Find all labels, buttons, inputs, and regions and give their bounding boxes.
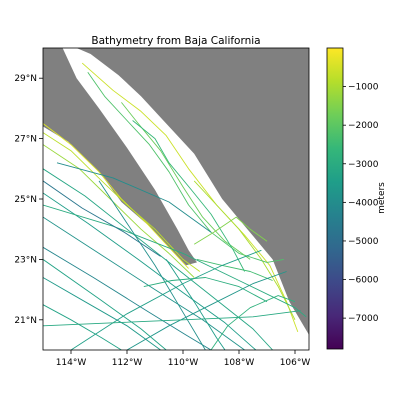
land-mainland-mexico: [76, 48, 309, 335]
map-area: [42, 47, 310, 351]
survey-track: [43, 204, 307, 318]
survey-track: [43, 168, 273, 350]
survey-track: [43, 259, 167, 350]
colorbar-tick-label: −3000: [348, 160, 379, 170]
y-tick-label: 29°N: [14, 74, 37, 84]
survey-track: [43, 180, 161, 257]
land-layer: [43, 48, 309, 335]
survey-track: [98, 180, 206, 350]
survey-track: [193, 216, 268, 245]
x-tick-label: 110°W: [168, 358, 199, 368]
colorbar-label: meters: [377, 182, 387, 214]
colorbar-tick-label: −6000: [348, 276, 379, 286]
colorbar: −1000 −2000 −3000 −4000 −5000 −6000 −7000 mete…: [326, 47, 387, 350]
survey-track: [210, 295, 296, 350]
colorbar-frame: [326, 47, 344, 350]
survey-track: [193, 180, 296, 321]
survey-track: [43, 144, 195, 278]
x-tick-label: 108°W: [224, 358, 255, 368]
colorbar-tick-label: −5000: [348, 237, 379, 247]
survey-track: [43, 192, 257, 350]
survey-track: [56, 162, 212, 233]
colorbar-tick-label: −1000: [348, 83, 379, 93]
survey-track: [165, 259, 226, 350]
survey-track: [43, 246, 212, 350]
y-tick-label: 21°N: [14, 316, 37, 326]
colorbar-ticks: −1000 −2000 −3000 −4000 −5000 −6000 −7000: [343, 83, 379, 324]
colorbar-tick-label: −2000: [348, 121, 379, 131]
colorbar-gradient: [327, 48, 343, 349]
y-tick-label: 25°N: [14, 195, 37, 205]
survey-track: [43, 310, 301, 327]
x-tick-label: 112°W: [112, 358, 143, 368]
survey-track: [81, 62, 299, 333]
y-tick-label: 23°N: [14, 255, 37, 265]
survey-track: [43, 277, 161, 350]
survey-track: [43, 123, 189, 269]
survey-track: [43, 216, 245, 350]
survey-track: [70, 249, 262, 350]
survey-tracks-layer: [43, 62, 307, 350]
survey-track: [196, 258, 273, 281]
land-baja-peninsula: [43, 48, 197, 266]
colorbar-tick-label: −4000: [348, 198, 379, 208]
x-tick-label: 114°W: [56, 358, 87, 368]
survey-track: [43, 304, 122, 350]
chart-title: Bathymetry from Baja California: [91, 35, 260, 47]
survey-track: [43, 132, 201, 272]
survey-track: [126, 271, 287, 350]
y-tick-label: 27°N: [14, 135, 37, 145]
survey-track: [143, 277, 268, 303]
colorbar-tick-label: −7000: [348, 314, 379, 324]
x-axis: 114°W 112°W 110°W 108°W 106°W: [56, 350, 311, 368]
survey-track: [121, 102, 251, 260]
y-axis: 21°N 23°N 25°N 27°N 29°N: [14, 74, 43, 326]
survey-track: [87, 71, 284, 263]
survey-track: [132, 120, 245, 272]
x-tick-label: 106°W: [280, 358, 311, 368]
